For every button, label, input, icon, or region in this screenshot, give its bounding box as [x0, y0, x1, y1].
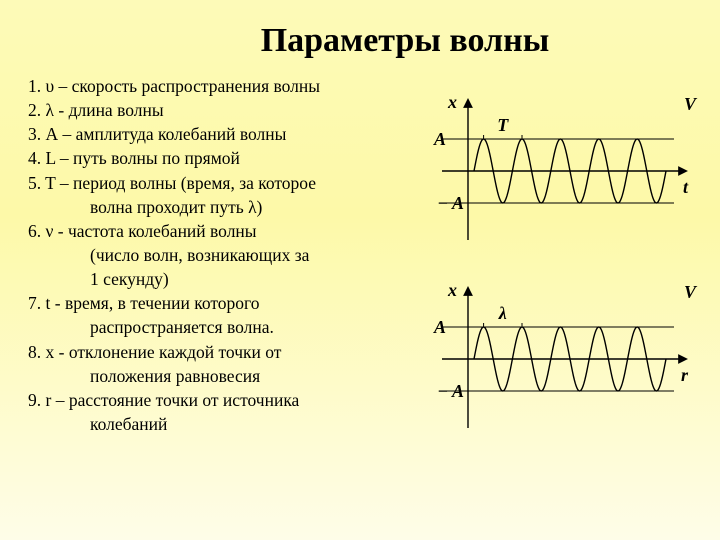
parameter-item-continuation: колебаний — [28, 412, 428, 436]
parameter-list: 1. υ – скорость распространения волны2. … — [28, 74, 428, 436]
svg-text:V: V — [684, 282, 698, 302]
parameter-item: 9. r – расстояние точки от источника — [28, 388, 428, 412]
parameter-item: 1. υ – скорость распространения волны — [28, 74, 428, 98]
slide-title: Параметры волны — [0, 0, 720, 66]
parameter-item: 3. А – амплитуда колебаний волны — [28, 122, 428, 146]
svg-text:t: t — [683, 177, 689, 197]
parameter-item: 5. T – период волны (время, за которое — [28, 171, 428, 195]
diagram-area: x t V A − A T x r V A − A λ — [422, 86, 702, 462]
parameter-item-continuation: (число волн, возникающих за — [28, 243, 428, 267]
parameter-item: 2. λ - длина волны — [28, 98, 428, 122]
svg-text:− A: − A — [437, 381, 464, 401]
parameter-item-continuation: распространяется волна. — [28, 315, 428, 339]
svg-text:x: x — [447, 92, 457, 112]
svg-text:x: x — [447, 280, 457, 300]
wave-diagram-distance: x r V A − A λ — [422, 274, 702, 444]
parameter-item: 6. ν - частота колебаний волны — [28, 219, 428, 243]
parameter-item-continuation: положения равновесия — [28, 364, 428, 388]
svg-text:A: A — [433, 317, 446, 337]
parameter-item-continuation: 1 секунду) — [28, 267, 428, 291]
svg-text:− A: − A — [437, 193, 464, 213]
svg-text:r: r — [681, 365, 689, 385]
parameter-item: 4. L – путь волны по прямой — [28, 146, 428, 170]
parameter-item: 7. t - время, в течении которого — [28, 291, 428, 315]
parameter-item-continuation: волна проходит путь λ) — [28, 195, 428, 219]
wave-diagram-time: x t V A − A T — [422, 86, 702, 256]
svg-text:T: T — [497, 115, 509, 135]
svg-text:λ: λ — [498, 303, 507, 323]
svg-text:V: V — [684, 94, 698, 114]
svg-text:A: A — [433, 129, 446, 149]
parameter-item: 8. х - отклонение каждой точки от — [28, 340, 428, 364]
